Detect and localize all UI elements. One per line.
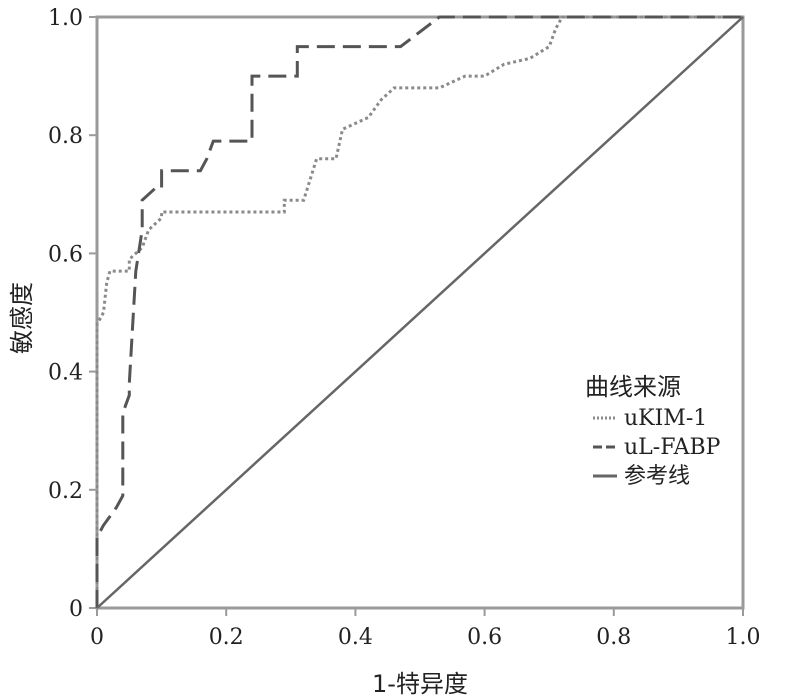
- x-tick-label: 0: [90, 625, 104, 650]
- series-line-2: [95, 15, 743, 608]
- x-tick-label: 1.0: [726, 625, 761, 650]
- series-layer: [95, 15, 744, 609]
- series-line-1: [95, 15, 743, 608]
- legend-label: 参考线: [624, 464, 690, 489]
- x-tick-label: 0.6: [467, 625, 502, 650]
- y-axis-title: 敏感度: [8, 282, 36, 354]
- legend-label: uL-FABP: [624, 435, 721, 460]
- x-tick-label: 0.4: [338, 625, 373, 650]
- x-axis-title: 1-特异度: [372, 670, 468, 698]
- series-line-3: [96, 16, 744, 609]
- y-tick-label: 0.6: [48, 242, 83, 267]
- legend-label: uKIM-1: [624, 406, 707, 431]
- legend-title: 曲线来源: [585, 373, 681, 401]
- x-tick-label: 0.2: [209, 625, 244, 650]
- legend-items: uKIM-1 uL-FABP 参考线: [593, 406, 721, 489]
- x-axis-ticks: 0 0.2 0.4 0.6 0.8 1.0: [90, 608, 761, 650]
- y-tick-label: 0.4: [48, 361, 83, 386]
- y-tick-label: 0: [69, 597, 83, 622]
- y-tick-label: 1.0: [48, 6, 83, 31]
- y-tick-label: 0.2: [48, 479, 83, 504]
- legend: 曲线来源 uKIM-1 uL-FABP 参考线: [585, 373, 721, 489]
- y-axis-ticks: 0 0.2 0.4 0.6 0.8 1.0: [48, 6, 97, 622]
- y-tick-label: 0.8: [48, 124, 83, 149]
- x-tick-label: 0.8: [596, 625, 631, 650]
